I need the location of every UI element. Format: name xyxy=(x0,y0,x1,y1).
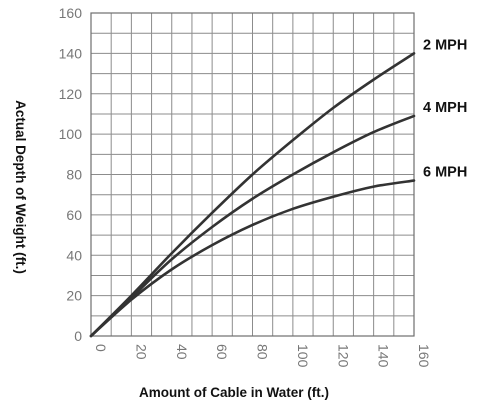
y-tick-label: 100 xyxy=(59,126,83,142)
series-label: 2 MPH xyxy=(423,37,467,53)
series-line xyxy=(89,179,416,338)
x-tick-label: 100 xyxy=(295,344,311,368)
y-axis-title: Actual Depth of Weight (ft.) xyxy=(13,100,28,274)
y-tick-label: 80 xyxy=(66,167,82,183)
x-tick-label: 120 xyxy=(335,344,351,368)
y-tick-label: 20 xyxy=(66,288,82,304)
x-tick-label: 140 xyxy=(376,344,392,368)
y-tick-label: 120 xyxy=(59,86,83,102)
x-tick-label: 40 xyxy=(174,344,190,360)
y-tick-label: 140 xyxy=(59,45,83,61)
y-axis-ticks: 0 20 40 60 80 100 120 140 160 xyxy=(59,5,83,344)
y-tick-label: 40 xyxy=(66,247,82,263)
x-axis-title: Amount of Cable in Water (ft.) xyxy=(139,385,329,400)
series-labels: 2 MPH 4 MPH 6 MPH xyxy=(423,37,467,180)
x-axis-ticks: 0 20 40 60 80 100 120 140 160 xyxy=(93,344,432,368)
series-line xyxy=(89,114,416,338)
series-label: 6 MPH xyxy=(423,165,467,181)
x-tick-label: 160 xyxy=(416,344,432,368)
y-tick-label: 160 xyxy=(59,5,83,21)
series-label: 4 MPH xyxy=(423,100,467,116)
y-tick-label: 60 xyxy=(66,207,82,223)
x-tick-label: 0 xyxy=(93,344,109,352)
x-tick-label: 20 xyxy=(133,344,149,360)
y-tick-label: 0 xyxy=(74,328,82,344)
series-lines xyxy=(89,52,416,338)
x-tick-label: 60 xyxy=(214,344,230,360)
x-tick-label: 80 xyxy=(255,344,271,360)
plot-frame xyxy=(90,12,415,337)
series-line xyxy=(89,52,416,338)
